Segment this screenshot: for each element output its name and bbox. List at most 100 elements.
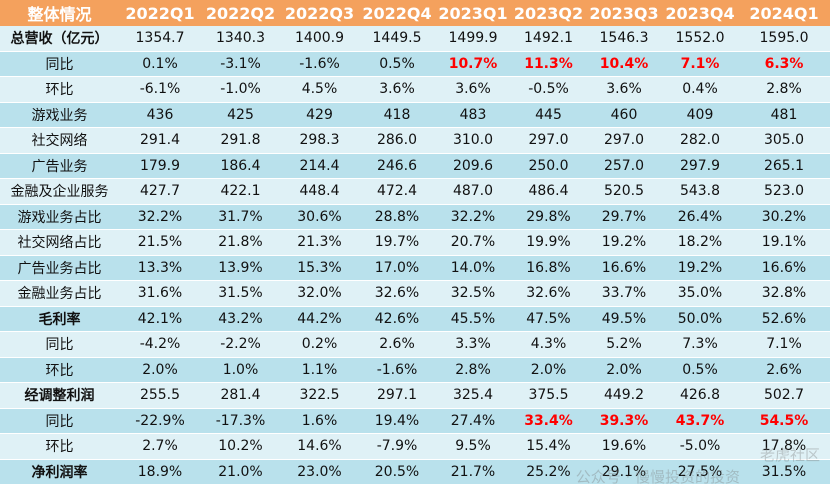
table-cell: -3.1% <box>201 51 280 77</box>
table-cell: 436 <box>119 102 201 128</box>
table-cell: 3.6% <box>586 76 662 103</box>
table-cell: 2.8% <box>738 76 830 103</box>
table-row: 金融及企业服务 427.7 422.1 448.4 472.4 487.0 486.4 520… <box>0 178 830 205</box>
table-cell: 20.7% <box>435 229 511 256</box>
table-cell: 7.1% <box>662 51 738 77</box>
table-cell: 297.9 <box>662 153 738 179</box>
table-cell: 186.4 <box>201 153 280 179</box>
table-row: 同比 0.1% -3.1% -1.6% 0.5% 10.7% 11.3% 10.4% 7.1% 6… <box>0 51 830 77</box>
table-cell: 426.8 <box>662 382 738 409</box>
table-row: 环比 2.0% 1.0% 1.1% -1.6% 2.8% 2.0% 2.0% 0.5% 2.6% <box>0 357 830 383</box>
table-cell: 297.0 <box>511 127 586 154</box>
table-cell: 0.4% <box>662 76 738 103</box>
table-cell: 1354.7 <box>119 26 201 52</box>
table-cell: 19.2% <box>586 229 662 256</box>
table-row: 金融业务占比 31.6% 31.5% 32.0% 32.6% 32.5% 32.6% 33.7… <box>0 280 830 307</box>
table-cell: -2.2% <box>201 331 280 358</box>
table-cell: 19.7% <box>359 229 435 256</box>
row-label: 社交网络 <box>0 127 119 154</box>
row-label: 社交网络占比 <box>0 229 119 256</box>
row-label: 金融业务占比 <box>0 280 119 307</box>
table-cell: 19.2% <box>662 255 738 281</box>
table-cell: 297.0 <box>586 127 662 154</box>
table-cell: 2.8% <box>435 357 511 383</box>
table-cell: 17.8% <box>738 433 830 460</box>
table-cell: 2.7% <box>119 433 201 460</box>
table-cell: 45.5% <box>435 306 511 332</box>
table-cell: 19.6% <box>586 433 662 460</box>
table-cell: -22.9% <box>119 408 201 434</box>
table-row: 环比 2.7% 10.2% 14.6% -7.9% 9.5% 15.4% 19.6% -5.0%… <box>0 433 830 460</box>
table-cell: 1595.0 <box>738 26 830 52</box>
table-cell: 4.5% <box>280 76 359 103</box>
table-cell: 18.2% <box>662 229 738 256</box>
table-cell: 486.4 <box>511 178 586 205</box>
table-cell: 21.5% <box>119 229 201 256</box>
table-cell: 35.0% <box>662 280 738 307</box>
table-cell: 10.7% <box>435 51 511 77</box>
table-cell: 0.1% <box>119 51 201 77</box>
table-cell: 0.5% <box>662 357 738 383</box>
table-cell: 1.6% <box>280 408 359 434</box>
table-cell: 14.6% <box>280 433 359 460</box>
table-cell: 305.0 <box>738 127 830 154</box>
table-cell: 21.7% <box>435 459 511 485</box>
table-cell: 32.6% <box>359 280 435 307</box>
table-cell: 0.2% <box>280 331 359 358</box>
table-cell: 28.8% <box>359 204 435 230</box>
table-cell: 502.7 <box>738 382 830 409</box>
table-cell: 2.0% <box>586 357 662 383</box>
table-cell: -0.5% <box>511 76 586 103</box>
row-label: 经调整利润 <box>0 382 119 409</box>
table-cell: 286.0 <box>359 127 435 154</box>
table-cell: 29.7% <box>586 204 662 230</box>
table-cell: 0.5% <box>359 51 435 77</box>
table-row: 经调整利润 255.5 281.4 322.5 297.1 325.4 375.5 449.2… <box>0 382 830 409</box>
table-cell: 47.5% <box>511 306 586 332</box>
table-cell: 18.9% <box>119 459 201 485</box>
table-cell: 375.5 <box>511 382 586 409</box>
table-cell: 520.5 <box>586 178 662 205</box>
table-cell: 15.3% <box>280 255 359 281</box>
table-cell: 250.0 <box>511 153 586 179</box>
row-label: 广告业务占比 <box>0 255 119 281</box>
header-period: 2024Q1 <box>738 0 830 26</box>
row-label: 总营收（亿元） <box>0 26 119 52</box>
table-cell: 31.5% <box>738 459 830 485</box>
header-period: 2022Q4 <box>359 0 435 26</box>
header-period: 2023Q2 <box>511 0 586 26</box>
table-row: 净利润率 18.9% 21.0% 23.0% 20.5% 21.7% 25.2% 29.1% 2… <box>0 459 830 485</box>
table-cell: 32.0% <box>280 280 359 307</box>
row-label: 环比 <box>0 76 119 103</box>
header-label: 整体情况 <box>0 0 119 26</box>
row-label: 金融及企业服务 <box>0 178 119 205</box>
table-row: 游戏业务 436 425 429 418 483 445 460 409 481 <box>0 102 830 128</box>
table-cell: -1.6% <box>359 357 435 383</box>
header-period: 2023Q3 <box>586 0 662 26</box>
header-row: 整体情况 2022Q1 2022Q2 2022Q3 2022Q4 2023Q1 2023Q… <box>0 0 830 26</box>
table-cell: 31.6% <box>119 280 201 307</box>
table-cell: 31.7% <box>201 204 280 230</box>
table-cell: -7.9% <box>359 433 435 460</box>
table-cell: 13.3% <box>119 255 201 281</box>
table-cell: 1340.3 <box>201 26 280 52</box>
table-cell: 297.1 <box>359 382 435 409</box>
table-cell: 1492.1 <box>511 26 586 52</box>
table-cell: -5.0% <box>662 433 738 460</box>
row-label: 游戏业务占比 <box>0 204 119 230</box>
table-cell: 10.4% <box>586 51 662 77</box>
table-cell: 409 <box>662 102 738 128</box>
table-cell: 483 <box>435 102 511 128</box>
table-row: 环比 -6.1% -1.0% 4.5% 3.6% 3.6% -0.5% 3.6% 0.4% 2.8… <box>0 76 830 103</box>
table-cell: 32.2% <box>119 204 201 230</box>
table-cell: 19.4% <box>359 408 435 434</box>
table-cell: 17.0% <box>359 255 435 281</box>
table-cell: 16.8% <box>511 255 586 281</box>
table-cell: 19.9% <box>511 229 586 256</box>
row-label: 同比 <box>0 408 119 434</box>
table-cell: 19.1% <box>738 229 830 256</box>
table-cell: 425 <box>201 102 280 128</box>
table-cell: 29.1% <box>586 459 662 485</box>
table-cell: 43.2% <box>201 306 280 332</box>
row-label: 同比 <box>0 331 119 358</box>
